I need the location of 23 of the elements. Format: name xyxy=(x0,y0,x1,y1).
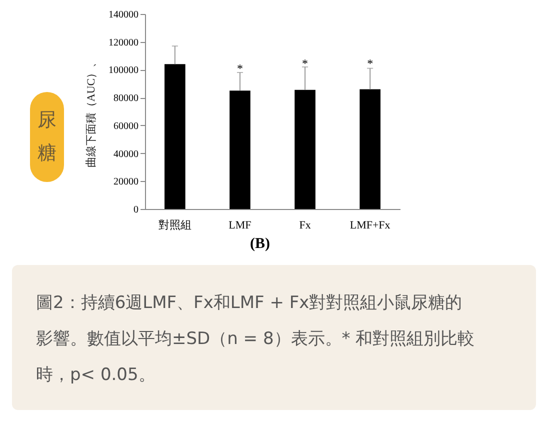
bar xyxy=(230,90,250,209)
annotation: * xyxy=(367,56,374,70)
x-tick-label: Fx xyxy=(299,220,312,232)
y-tick-label: 60000 xyxy=(114,120,138,132)
y-tick-label: 40000 xyxy=(114,148,138,160)
y-tick-label: 80000 xyxy=(114,93,138,104)
y-tick-label: 100000 xyxy=(108,65,138,76)
y-axis-title: 曲線下面積（AUC）、 xyxy=(84,56,98,168)
y-tick-label: 120000 xyxy=(108,37,138,48)
y-tick-label: 20000 xyxy=(114,176,138,188)
x-tick-label: 對照組 xyxy=(158,218,192,232)
bar xyxy=(164,64,186,209)
text: (B) xyxy=(249,236,271,253)
y-tick-label: 140000 xyxy=(108,10,138,20)
bar xyxy=(294,90,316,209)
annotation: * xyxy=(302,56,308,70)
annotation: * xyxy=(236,61,243,76)
bar xyxy=(360,89,380,209)
x-tick-label: LMF+Fx xyxy=(350,220,391,232)
caption: 圖2：持續6週LMF、Fx和LMF + Fx對對照組小鼠尿糖的影響。數值以平均±SD（n = 8）表示。* 和對照組別比較時，p< 0.05。 xyxy=(12,265,536,410)
x-tick-label: LMF xyxy=(228,220,252,232)
y-tick-label: 0 xyxy=(134,204,138,216)
text: 尿糖 xyxy=(37,108,57,166)
